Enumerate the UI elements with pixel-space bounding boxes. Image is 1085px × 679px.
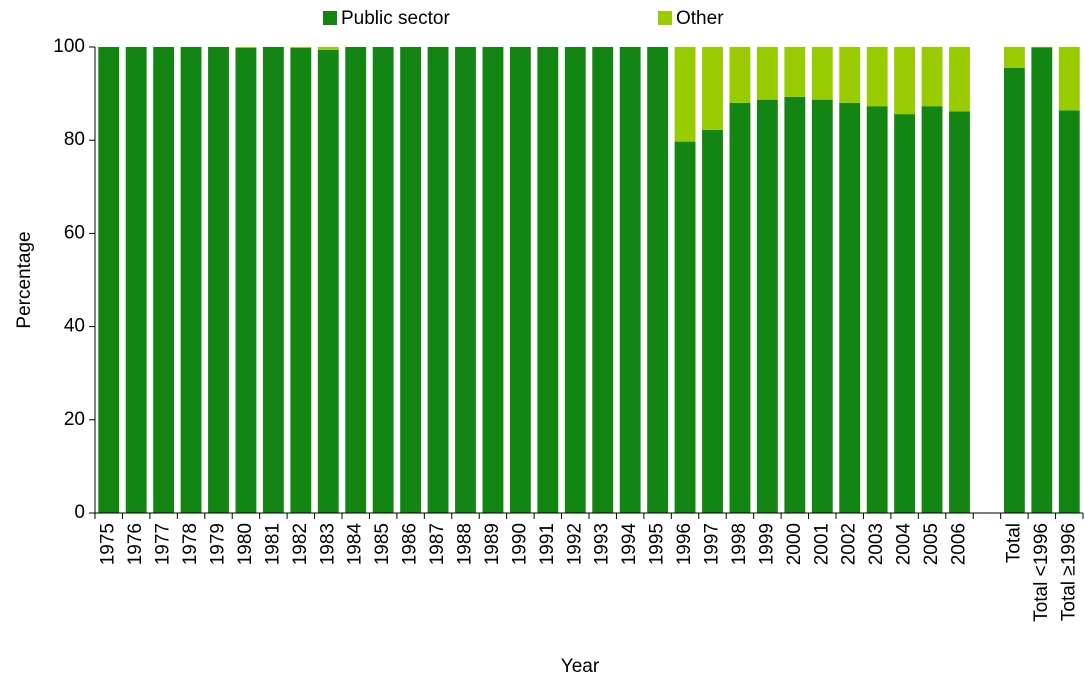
x-tick-label: 2003	[866, 523, 887, 565]
x-tick-label: 1990	[509, 523, 530, 565]
bar-segment	[235, 47, 257, 513]
bar-segment	[866, 47, 888, 107]
bar-segment	[290, 47, 312, 513]
bar-segment	[262, 47, 284, 513]
bar-segment	[729, 47, 751, 103]
legend-swatch	[658, 11, 672, 25]
bar-segment	[702, 129, 723, 513]
x-tick-label: 1993	[592, 523, 613, 565]
bar-segment	[839, 102, 861, 514]
bar-segment	[372, 47, 394, 513]
bar-segment	[290, 47, 312, 48]
x-tick-label: 2002	[839, 523, 860, 565]
bar-segment	[1003, 47, 1025, 68]
bar-segment	[455, 47, 476, 513]
x-tick-label: 1977	[153, 523, 174, 565]
bar-segment	[702, 47, 723, 130]
x-tick-label: 1992	[564, 523, 585, 565]
bar-segment	[345, 47, 367, 513]
legend-label: Public sector	[341, 8, 450, 29]
x-tick-label: 1978	[180, 523, 201, 565]
bar-segment	[482, 47, 504, 513]
x-tick-label: 2000	[784, 523, 805, 565]
x-tick-label: 1991	[537, 523, 558, 565]
bar-segment	[839, 47, 861, 103]
bar-segment	[647, 47, 669, 513]
bar-segment	[894, 114, 916, 513]
x-tick-label: 1987	[427, 523, 448, 565]
legend-label: Other	[676, 8, 724, 29]
x-tick-label: 1976	[125, 523, 146, 565]
bar-segment	[756, 99, 778, 514]
bar-segment	[153, 47, 175, 513]
bar-segment	[208, 47, 229, 513]
bar-segment	[509, 47, 531, 513]
x-tick-label: Total ≥1996	[1058, 523, 1079, 621]
x-tick-label: 1994	[619, 523, 640, 566]
bar-segment	[756, 47, 778, 100]
bar-segment	[564, 47, 586, 513]
x-tick-label: 1979	[208, 523, 229, 565]
bar-segment	[180, 47, 202, 513]
y-tick-label: 0	[74, 502, 85, 523]
x-tick-label: 1985	[372, 523, 393, 565]
bar-segment	[125, 47, 147, 513]
x-tick-label: 1988	[455, 523, 476, 565]
bar-segment	[894, 47, 916, 115]
x-tick-label: Total <1996	[1031, 523, 1052, 622]
x-tick-label: 1984	[345, 523, 366, 566]
bar-segment	[317, 47, 339, 50]
x-tick-label: 1975	[98, 523, 119, 565]
bar-segment	[619, 47, 641, 513]
bar-segment	[949, 47, 970, 112]
bar-segment	[98, 47, 120, 513]
y-tick-label: 40	[64, 316, 85, 337]
x-tick-label: 1996	[674, 523, 695, 565]
x-tick-label: 1981	[262, 523, 283, 565]
bar-segment	[1058, 47, 1080, 111]
x-tick-label: 1983	[317, 523, 338, 565]
bar-segment	[674, 141, 696, 513]
x-tick-label: 1982	[290, 523, 311, 565]
x-tick-label: 1998	[729, 523, 750, 565]
x-tick-label: Total	[1003, 523, 1024, 563]
bar-segment	[235, 47, 257, 48]
bar-segment	[427, 47, 449, 513]
bar-segment	[592, 47, 614, 513]
x-tick-label: 1995	[647, 523, 668, 565]
x-tick-label: 2004	[894, 523, 915, 566]
x-tick-label: 2005	[921, 523, 942, 565]
y-tick-label: 60	[64, 222, 85, 243]
bar-segment	[674, 47, 696, 142]
x-tick-label: 1989	[482, 523, 503, 565]
bar-segment	[784, 96, 806, 513]
x-tick-label: 2001	[811, 523, 832, 565]
x-axis-title: Year	[561, 656, 600, 677]
bar-segment	[729, 102, 751, 514]
bar-segment	[1031, 47, 1053, 513]
y-axis-title: Percentage	[14, 231, 35, 328]
bar-segment	[317, 49, 339, 514]
bar-segment	[1003, 67, 1025, 513]
bar-segment	[921, 106, 943, 513]
bar-segment	[1058, 110, 1080, 513]
bar-segment	[866, 106, 888, 513]
x-tick-label: 2006	[949, 523, 970, 565]
bar-segment	[921, 47, 943, 107]
bar-segment	[537, 47, 559, 513]
bar-segment	[811, 99, 833, 514]
bar-segment	[784, 47, 806, 97]
y-tick-label: 100	[53, 36, 85, 57]
y-tick-label: 20	[64, 409, 85, 430]
x-tick-label: 1986	[400, 523, 421, 565]
x-tick-label: 1999	[756, 523, 777, 565]
legend-swatch	[323, 11, 337, 25]
bar-segment	[949, 111, 970, 514]
x-tick-label: 1980	[235, 523, 256, 565]
y-tick-label: 80	[64, 129, 85, 150]
bar-segment	[811, 47, 833, 100]
x-tick-label: 1997	[702, 523, 723, 565]
bar-segment	[400, 47, 422, 513]
